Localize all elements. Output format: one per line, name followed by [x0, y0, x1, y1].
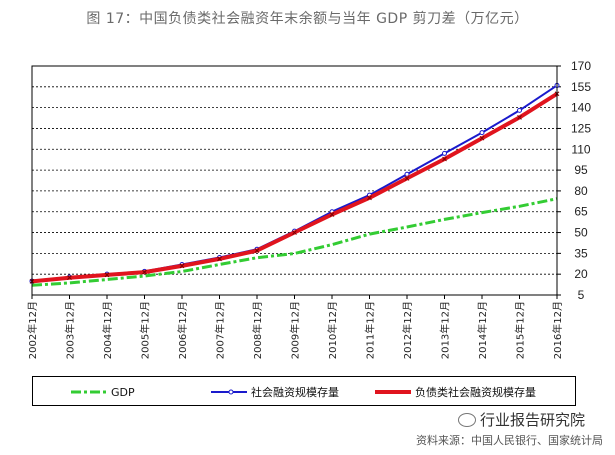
point-tsf: [442, 150, 447, 156]
chart-title: 图 17：中国负债类社会融资年末余额与当年 GDP 剪刀差（万亿元）: [86, 11, 529, 27]
point-tsf: [479, 130, 485, 136]
series-line-tsf: [31, 84, 558, 283]
x-tick-label: 2014年12月: [476, 301, 489, 359]
series-line-debt_tsf: [31, 92, 559, 284]
legend-swatch-gdp: [71, 390, 107, 394]
x-tick-label: 2005年12月: [139, 301, 152, 359]
point-tsf: [517, 107, 522, 113]
legend: GDP 社会融资规模存量 负债类社会融资规模存量: [32, 376, 576, 406]
y-axis: 5 20 35 50 65 80 95 110 125 140 155 170: [557, 59, 591, 302]
source-note: 资料来源：中国人民银行、国家统计局: [416, 434, 603, 447]
x-tick-label: 2012年12月: [401, 301, 414, 359]
y-tick-label: 80: [574, 184, 588, 198]
x-tick-label: 2015年12月: [514, 301, 527, 359]
point-debt_tsf: [517, 114, 522, 120]
y-tick-label: 95: [574, 163, 588, 177]
y-tick-label: 170: [571, 59, 591, 73]
y-tick-label: 110: [571, 142, 590, 156]
grid-lines: [32, 65, 557, 296]
point-debt_tsf: [479, 135, 485, 141]
watermark-text: 行业报告研究院: [480, 411, 586, 429]
point-debt_tsf: [404, 176, 410, 181]
wechat-icon: [458, 412, 476, 427]
x-tick-label: 2004年12月: [101, 301, 114, 359]
point-debt_tsf: [292, 230, 297, 235]
series-lines: [29, 82, 560, 287]
y-tick-label: 50: [574, 226, 588, 240]
point-debt_tsf: [254, 248, 260, 253]
point-debt_tsf: [442, 156, 447, 162]
x-tick-label: 2002年12月: [26, 301, 39, 359]
legend-item-gdp: GDP: [71, 384, 135, 400]
legend-label-debt-tsf: 负债类社会融资规模存量: [415, 386, 536, 399]
point-debt_tsf: [217, 256, 222, 262]
point-debt_tsf: [104, 272, 110, 278]
x-tick-label: 2013年12月: [439, 301, 452, 359]
y-tick-label: 125: [571, 121, 591, 135]
y-tick-label: 65: [574, 205, 588, 219]
x-tick-label: 2006年12月: [176, 301, 189, 359]
legend-item-tsf: 社会融资规模存量: [211, 384, 339, 400]
watermark: 行业报告研究院: [458, 409, 585, 430]
point-debt_tsf: [329, 212, 335, 217]
series-line-gdp: [31, 197, 558, 287]
x-tick-label: 2010年12月: [326, 301, 339, 359]
x-axis: 2002年12月 2003年12月 2004年12月 2005年12月 2006年12月…: [26, 295, 564, 359]
x-tick-label: 2008年12月: [251, 301, 264, 359]
y-tick-label: 155: [571, 80, 591, 94]
legend-label-gdp: GDP: [111, 385, 135, 399]
point-debt_tsf: [179, 263, 185, 269]
y-tick-label: 20: [574, 267, 588, 281]
x-tick-label: 2009年12月: [289, 301, 302, 359]
x-tick-label: 2007年12月: [214, 301, 227, 359]
y-tick-label: 35: [574, 246, 588, 260]
plot-frame: [31, 65, 558, 296]
legend-swatch-debt-tsf: [375, 390, 411, 394]
legend-swatch-tsf: [211, 389, 247, 395]
legend-label-tsf: 社会融资规模存量: [251, 386, 339, 399]
x-tick-label: 2016年12月: [551, 301, 564, 359]
point-debt_tsf: [367, 195, 372, 201]
point-debt_tsf: [67, 275, 72, 281]
legend-item-debt-tsf: 负债类社会融资规模存量: [375, 384, 536, 400]
x-tick-label: 2011年12月: [364, 301, 377, 359]
point-debt_tsf: [142, 269, 147, 275]
y-tick-label: 5: [578, 288, 585, 302]
y-tick-label: 140: [571, 101, 591, 115]
x-tick-label: 2003年12月: [64, 301, 77, 359]
